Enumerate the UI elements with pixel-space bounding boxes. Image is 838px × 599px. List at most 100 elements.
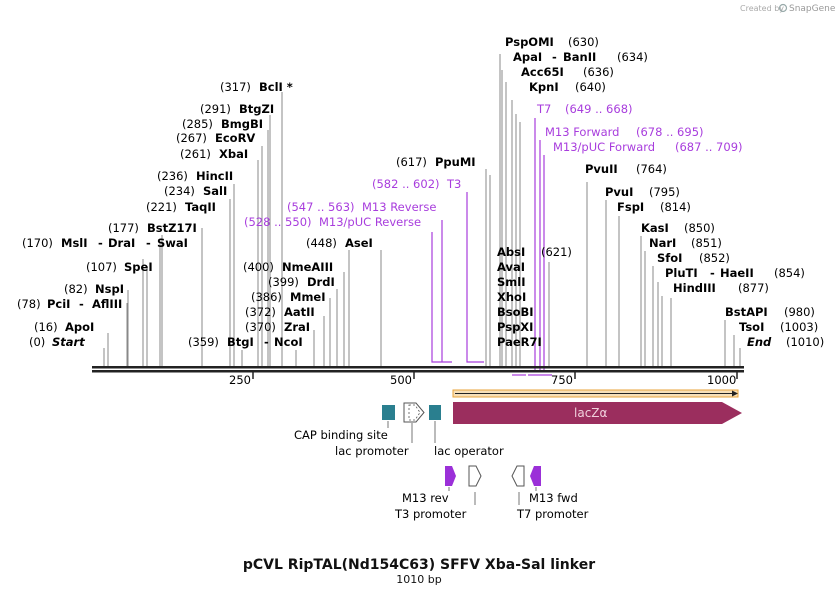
pos-ecorv: (267): [176, 131, 207, 145]
credits: Created by SnapGene: [740, 3, 836, 14]
enzyme-hindiii: HindIII: [673, 281, 716, 295]
enzyme-kasi: KasI: [641, 221, 669, 235]
pos-hindiii: (877): [738, 281, 769, 295]
enzyme-paer7i: PaeR7I: [497, 335, 542, 349]
m13-rev-feature[interactable]: [445, 466, 456, 486]
pos-absi: (621): [541, 245, 572, 259]
enzyme-afliii: AflIII: [92, 297, 122, 311]
enzyme-taqii: TaqII: [185, 200, 216, 214]
tick-label-1000: 1000: [707, 373, 736, 387]
pos-sali: (234): [164, 184, 195, 198]
pos-tsoi: (1003): [780, 320, 818, 334]
lac-operator-feature[interactable]: [429, 405, 441, 420]
enzyme-pluti: PluTI: [665, 266, 698, 280]
enzyme-tsoi: TsoI: [739, 320, 764, 334]
pos-nspi: (82): [64, 282, 88, 296]
enzyme-pspomi: PspOMI: [505, 35, 554, 49]
pos-btgi: (359): [188, 335, 219, 349]
primer-t3: T3: [446, 177, 461, 191]
enzyme-sali: SalI: [203, 184, 227, 198]
pos-sfoi: (852): [699, 251, 730, 265]
pos-start: (0): [29, 335, 45, 349]
pos-kpni: (640): [575, 80, 606, 94]
pos-asei: (448): [306, 236, 337, 250]
enzyme-acc65i: Acc65I: [521, 65, 564, 79]
t3-promoter-feature[interactable]: [468, 465, 482, 487]
enzyme-xbai: XbaI: [219, 147, 248, 161]
pos-aatii: (372): [245, 305, 276, 319]
pos-bstapi: (980): [784, 305, 815, 319]
enzyme-smli: SmlI: [497, 275, 526, 289]
cap-binding-site-feature[interactable]: [382, 405, 395, 420]
pos-fspi: (814): [660, 200, 691, 214]
m13-fwd-feature[interactable]: [530, 466, 541, 486]
enzyme-nari: NarI: [649, 236, 676, 250]
pos-xbai: (261): [180, 147, 211, 161]
pos-nari: (851): [691, 236, 722, 250]
cap-binding-site-label: CAP binding site: [294, 428, 388, 442]
pos-mmei: (386): [251, 290, 282, 304]
t7-promoter-feature[interactable]: [511, 465, 525, 487]
pos-pcii: (78): [17, 297, 41, 311]
enzyme-drdi: DrdI: [307, 275, 335, 289]
dna-backbone: 250 500 750 1000: [92, 366, 744, 387]
pos-btgzi: (291): [200, 102, 231, 116]
pos-end: (1010): [786, 335, 824, 349]
pos-zrai: (370): [245, 320, 276, 334]
pos-kasi: (850): [684, 221, 715, 235]
primer-leader-lines: [431, 118, 552, 376]
t7-promoter-label: T7 promoter: [516, 507, 589, 521]
enzyme-nspi: NspI: [95, 282, 124, 296]
enzyme-msli: MslI: [61, 236, 88, 250]
primer-labels: (528 .. 550) M13/pUC Reverse (547 .. 563…: [244, 102, 743, 229]
features: lacZα CAP binding site lac promoter lac …: [294, 389, 742, 521]
enzyme-avai: AvaI: [497, 260, 525, 274]
enzyme-mmei: MmeI: [290, 290, 326, 304]
primer-t3-range: (582 .. 602): [372, 177, 440, 191]
lac-promoter-inner-icon: [408, 404, 421, 421]
primer-t7-range: (649 .. 668): [565, 102, 633, 116]
enzyme-aatii: AatII: [284, 305, 315, 319]
backbone-top-strand: [92, 366, 744, 369]
pos-bmgbi: (285): [182, 117, 213, 131]
primer-m13-fwd: M13 Forward: [545, 125, 619, 139]
enzyme-ncoi: NcoI: [274, 335, 303, 349]
enzyme-spei: SpeI: [124, 260, 153, 274]
plasmid-title: pCVL RipTAL(Nd154C63) SFFV Xba-Sal linke…: [243, 557, 595, 573]
sep-swai: -: [146, 236, 151, 250]
pos-pvui: (795): [649, 185, 680, 199]
m13-rev-label: M13 rev: [402, 491, 449, 505]
lac-promoter-feature[interactable]: [403, 402, 425, 423]
primer-m13puc-rev-range: (528 .. 550): [244, 215, 312, 229]
pos-pluti: (854): [774, 266, 805, 280]
enzyme-bsobi: BsoBI: [497, 305, 534, 319]
enzyme-apoi: ApoI: [65, 320, 94, 334]
enzyme-banii: BanII: [563, 50, 596, 64]
enzyme-end: End: [747, 335, 772, 349]
enzyme-pspxi: PspXI: [497, 320, 533, 334]
tick-label-250: 250: [229, 373, 251, 387]
enzyme-kpni: KpnI: [529, 80, 559, 94]
enzyme-asei: AseI: [345, 236, 373, 250]
lacz-alpha-feature[interactable]: [453, 402, 742, 424]
primer-t7: T7: [536, 102, 551, 116]
pos-bcli: (317): [220, 80, 251, 94]
pos-bstz17i: (177): [108, 221, 139, 235]
tick-label-500: 500: [390, 373, 412, 387]
primer-m13-rev-range: (547 .. 563): [287, 200, 355, 214]
enzyme-ecorv: EcoRV: [215, 131, 255, 145]
lacz-alpha-label: lacZα: [574, 406, 608, 420]
enzyme-zrai: ZraI: [284, 320, 310, 334]
sep-ncoi: -: [264, 335, 269, 349]
enzyme-pvuii: PvuII: [585, 162, 618, 176]
pos-apai: (634): [617, 50, 648, 64]
primer-m13-rev: M13 Reverse: [362, 200, 436, 214]
lac-operator-label: lac operator: [434, 444, 504, 458]
enzyme-haeii: HaeII: [720, 266, 754, 280]
pos-msli: (170): [22, 236, 53, 250]
enzyme-start: Start: [52, 335, 85, 349]
pos-ppumi: (617): [396, 155, 427, 169]
enzyme-afliii-sep: -: [79, 297, 84, 311]
sep-haeii: -: [710, 266, 715, 280]
enzyme-bmgbi: BmgBI: [221, 117, 263, 131]
